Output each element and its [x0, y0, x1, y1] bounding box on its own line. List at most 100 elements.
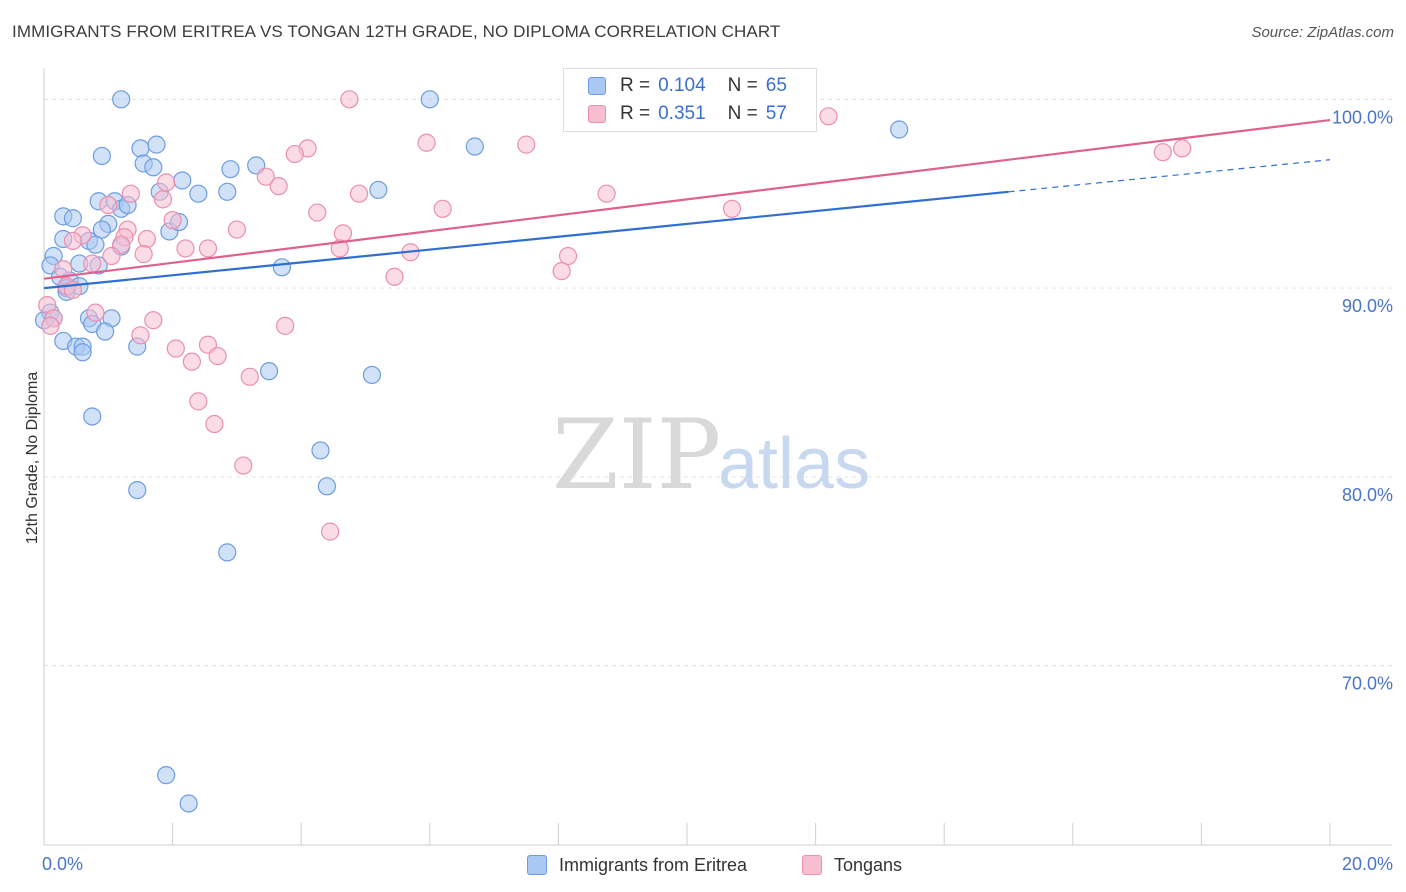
tongan-point	[285, 144, 304, 164]
legend-label: Tongans	[834, 854, 903, 875]
tongan-point	[819, 107, 838, 126]
tongan-point	[131, 326, 150, 345]
tongan-point	[182, 352, 201, 371]
tongan-point	[205, 414, 224, 434]
eritrea-point	[218, 182, 237, 201]
tongan-point	[134, 245, 153, 264]
y-tick-label: 100.0%	[1332, 107, 1393, 127]
tongan-point	[166, 339, 185, 358]
tongan-point	[41, 316, 60, 335]
axes	[43, 68, 1392, 846]
eritrea-point	[147, 135, 166, 154]
r-label: R =	[620, 103, 651, 124]
eritrea-point	[92, 146, 111, 166]
eritrea-point	[311, 441, 330, 460]
eritrea-point	[890, 120, 909, 139]
tongan-point	[63, 231, 83, 251]
tongan-point	[256, 167, 275, 186]
tongan-point	[234, 456, 253, 475]
watermark: ZIP atlas	[552, 399, 870, 511]
tongan-point	[308, 203, 327, 222]
eritrea-point	[131, 139, 150, 158]
tongan-point	[552, 262, 571, 281]
tongan-point	[417, 133, 436, 152]
eritrea-point	[369, 180, 388, 200]
tongan-point	[144, 311, 163, 330]
eritrea-point	[465, 137, 484, 156]
eritrea-point	[173, 171, 192, 190]
watermark-atlas: atlas	[718, 424, 870, 504]
eritrea-point	[420, 90, 439, 109]
grid-lines	[44, 98, 1392, 667]
trend-line-1	[43, 118, 1331, 280]
eritrea-point	[112, 90, 131, 109]
eritrea-point	[83, 407, 102, 426]
tongan-point	[240, 367, 259, 386]
eritrea-point	[73, 343, 92, 362]
tongan-point	[121, 184, 140, 203]
series-legend: Immigrants from Eritrea Tongans	[0, 851, 1406, 879]
eritrea-point	[221, 160, 240, 179]
n-value: 57	[765, 103, 787, 124]
y-tick-label: 90.0%	[1342, 296, 1393, 316]
n-label: N =	[727, 75, 758, 96]
tongan-point	[276, 316, 295, 335]
n-value: 65	[765, 75, 787, 96]
trend-line-0	[43, 190, 1009, 290]
eritrea-swatch-icon	[588, 77, 606, 95]
tongan-point	[189, 392, 208, 411]
legend-label: Immigrants from Eritrea	[559, 854, 748, 875]
tongan-point	[433, 199, 452, 218]
eritrea-point	[272, 258, 292, 277]
x-tick-label: 20.0%	[1342, 854, 1393, 874]
stats-row-eritrea: R = 0.104 N = 65	[588, 72, 787, 100]
tongan-point	[176, 239, 195, 258]
n-label: N =	[727, 103, 758, 124]
eritrea-point	[218, 543, 237, 562]
trend-extension-0	[1008, 159, 1331, 193]
r-value: 0.351	[658, 103, 706, 124]
tongan-point	[198, 239, 218, 258]
watermark-zip: ZIP	[552, 399, 721, 511]
tongan-point	[102, 246, 121, 266]
eritrea-point	[63, 209, 83, 228]
tongan-point	[157, 173, 176, 192]
eritrea-point	[317, 477, 337, 496]
tongan-point	[349, 184, 369, 203]
tongan-point	[208, 346, 227, 366]
tongan-point	[333, 224, 353, 243]
eritrea-point	[189, 184, 208, 203]
tongan-point	[227, 220, 246, 239]
eritrea-point	[362, 365, 382, 385]
tongan-point	[86, 303, 105, 322]
tongan-point	[269, 177, 288, 196]
eritrea-point	[92, 220, 111, 239]
tongan-point	[597, 184, 616, 203]
tongan-point	[1153, 143, 1172, 162]
tick-labels: 70.0% 80.0% 90.0% 100.0% 0.0% 20.0%	[42, 107, 1393, 874]
tongan-point	[1173, 139, 1192, 158]
eritrea-point	[128, 480, 147, 500]
stats-legend: R = 0.104 N = 65 R = 0.351 N = 57	[563, 68, 817, 132]
y-tick-label: 70.0%	[1342, 674, 1393, 694]
tongan-point	[385, 267, 404, 286]
legend-item-tongan[interactable]: Tongans	[802, 851, 902, 879]
tongan-point	[558, 246, 578, 266]
y-axis-label: 12th Grade, No Diploma	[24, 372, 41, 545]
tongan-point	[321, 522, 340, 541]
x-tick-label: 0.0%	[42, 854, 83, 874]
tongan-point	[153, 190, 173, 209]
eritrea-point	[259, 362, 279, 381]
tongan-legend-swatch-icon	[802, 855, 822, 875]
legend-item-eritrea[interactable]: Immigrants from Eritrea	[527, 851, 747, 879]
eritrea-point	[144, 158, 163, 177]
series-1-points	[38, 90, 1192, 541]
r-label: R =	[620, 75, 651, 96]
eritrea-point	[157, 766, 176, 785]
tongan-point	[137, 229, 156, 249]
eritrea-legend-swatch-icon	[527, 855, 547, 875]
tongan-point	[99, 195, 118, 215]
r-value: 0.104	[658, 75, 706, 96]
y-tick-label: 80.0%	[1342, 485, 1393, 505]
